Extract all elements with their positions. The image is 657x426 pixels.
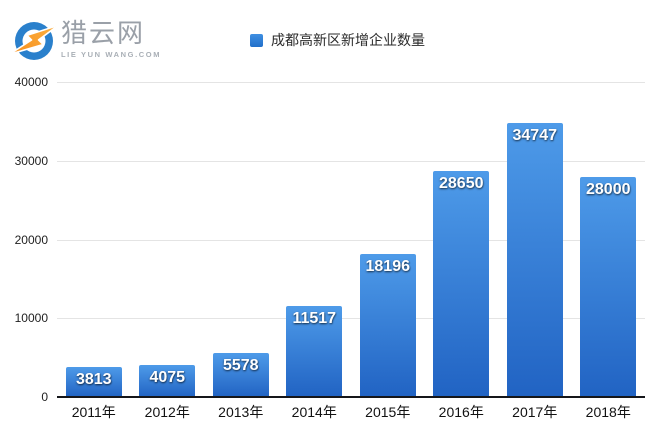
bar-2013: 5578 xyxy=(212,353,269,397)
bar-value-label: 18196 xyxy=(365,257,411,275)
logo-text: 猎云网 LIE YUN WANG.COM xyxy=(61,19,161,59)
bar-2015: 18196 xyxy=(359,253,416,397)
lightning-bolt-circle-icon xyxy=(12,22,56,60)
gridline-40000 xyxy=(57,82,645,83)
y-tick-label-10000: 10000 xyxy=(14,311,48,326)
bar-column-2012: 4075 2012年 xyxy=(131,82,205,420)
y-tick-label-0: 0 xyxy=(41,390,48,404)
x-axis-label-2013: 2013年 xyxy=(218,404,264,420)
plot-area: 3813 2011年 4075 2012年 5578 2013年 11517 2014年 181… xyxy=(57,82,646,420)
logo-brand-name: 猎云网 xyxy=(61,18,146,48)
bar-2017: 34747 xyxy=(506,123,563,397)
bar-value-label: 4075 xyxy=(149,368,186,386)
x-axis-label-2012: 2012年 xyxy=(144,404,190,420)
x-axis-label-2017: 2017年 xyxy=(512,404,558,420)
bar-value-label: 34747 xyxy=(512,127,558,145)
x-axis-line xyxy=(57,396,645,398)
bar-value-label: 11517 xyxy=(292,310,337,328)
x-axis-label-2016: 2016年 xyxy=(438,404,484,420)
y-tick-label-20000: 20000 xyxy=(14,232,48,247)
bar-column-2013: 5578 2013年 xyxy=(204,82,278,420)
bar-column-2016: 28650 2016年 xyxy=(425,82,499,420)
chart-legend: 成都高新区新增企业数量 xyxy=(250,30,425,50)
y-tick-label-40000: 40000 xyxy=(14,75,48,89)
y-axis: 0 10000 20000 30000 40000 xyxy=(0,75,48,404)
bar-2018: 28000 xyxy=(580,176,637,397)
lieyunwang-logo: 猎云网 LIE YUN WANG.COM xyxy=(12,19,161,63)
bar-column-2014: 11517 2014年 xyxy=(278,82,352,420)
x-axis-label-2015: 2015年 xyxy=(365,404,411,420)
bar-column-2018: 28000 2018年 xyxy=(572,82,646,420)
x-axis-label-2014: 2014年 xyxy=(291,404,337,420)
bar-column-2015: 18196 2015年 xyxy=(351,82,425,420)
logo-domain: LIE YUN WANG.COM xyxy=(61,50,162,59)
y-tick-label-30000: 30000 xyxy=(14,153,48,168)
bar-2014: 11517 xyxy=(286,306,343,397)
bar-column-2017: 34747 2017年 xyxy=(498,82,572,420)
gridline-10000 xyxy=(57,318,645,320)
x-axis-label-2011: 2011年 xyxy=(71,404,116,420)
bar-2011: 3813 xyxy=(65,367,122,397)
bar-value-label: 3813 xyxy=(75,371,112,388)
legend-label: 成都高新区新增企业数量 xyxy=(271,32,425,48)
gridline-30000 xyxy=(57,160,645,162)
bar-column-2011: 3813 2011年 xyxy=(57,82,131,420)
gridline-20000 xyxy=(57,239,645,241)
bar-value-label: 5578 xyxy=(222,357,259,375)
bar-2012: 4075 xyxy=(139,364,196,397)
legend-swatch xyxy=(250,33,263,47)
bar-2016: 28650 xyxy=(433,171,490,397)
x-axis-label-2018: 2018年 xyxy=(585,404,631,420)
bar-value-label: 28650 xyxy=(439,175,484,193)
bar-value-label: 28000 xyxy=(586,180,631,198)
